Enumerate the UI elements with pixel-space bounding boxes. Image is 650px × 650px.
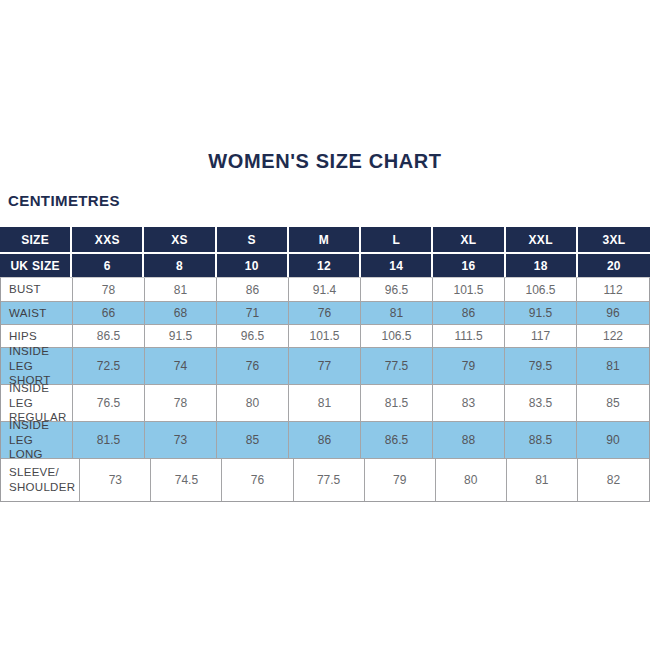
size-header-label: SIZE <box>0 227 72 252</box>
value-cell: 80 <box>436 459 507 501</box>
row-label: BUST <box>1 278 73 302</box>
value-cell: 86.5 <box>73 325 145 348</box>
size-header-cell: XXS <box>72 227 144 252</box>
value-cell: 80 <box>217 385 289 422</box>
value-cell: 86 <box>433 302 505 325</box>
value-cell: 111.5 <box>433 325 505 348</box>
uk-size-cell: 18 <box>506 254 578 277</box>
size-header-cell: XXL <box>506 227 578 252</box>
table-row-inside-leg-long: INSIDE LEG LONG 81.5 73 85 86 86.5 88 88… <box>1 422 649 459</box>
uk-size-cell: 8 <box>144 254 216 277</box>
value-cell: 86 <box>217 278 289 302</box>
value-cell: 101.5 <box>433 278 505 302</box>
uk-size-cell: 16 <box>433 254 505 277</box>
value-cell: 86 <box>289 422 361 459</box>
value-cell: 81 <box>145 278 217 302</box>
size-header-cell: S <box>217 227 289 252</box>
value-cell: 76 <box>289 302 361 325</box>
value-cell: 85 <box>577 385 649 422</box>
value-cell: 96.5 <box>217 325 289 348</box>
value-cell: 81.5 <box>361 385 433 422</box>
value-cell: 74 <box>145 348 217 385</box>
value-cell: 122 <box>577 325 649 348</box>
table-body: BUST 78 81 86 91.4 96.5 101.5 106.5 112 … <box>0 277 650 502</box>
row-label: INSIDE LEG REGULAR <box>1 385 73 422</box>
uk-size-row: UK SIZE 6 8 10 12 14 16 18 20 <box>0 254 650 277</box>
size-header-cell: L <box>361 227 433 252</box>
size-header-cell: 3XL <box>578 227 650 252</box>
value-cell: 66 <box>73 302 145 325</box>
row-label: SLEEVE/ SHOULDER <box>1 459 80 501</box>
value-cell: 76 <box>222 459 293 501</box>
value-cell: 78 <box>145 385 217 422</box>
uk-size-cell: 14 <box>361 254 433 277</box>
page-title: WOMEN'S SIZE CHART <box>0 150 650 173</box>
value-cell: 81 <box>577 348 649 385</box>
value-cell: 79 <box>433 348 505 385</box>
value-cell: 81 <box>289 385 361 422</box>
size-header-row: SIZE XXS XS S M L XL XXL 3XL <box>0 227 650 252</box>
uk-size-label: UK SIZE <box>0 254 72 277</box>
value-cell: 73 <box>145 422 217 459</box>
value-cell: 68 <box>145 302 217 325</box>
value-cell: 77 <box>289 348 361 385</box>
uk-size-cell: 6 <box>72 254 144 277</box>
value-cell: 73 <box>80 459 151 501</box>
value-cell: 101.5 <box>289 325 361 348</box>
value-cell: 85 <box>217 422 289 459</box>
row-label: INSIDE LEG LONG <box>1 422 73 459</box>
value-cell: 79.5 <box>505 348 577 385</box>
table-row-inside-leg-short: INSIDE LEG SHORT 72.5 74 76 77 77.5 79 7… <box>1 348 649 385</box>
value-cell: 106.5 <box>361 325 433 348</box>
value-cell: 90 <box>577 422 649 459</box>
value-cell: 78 <box>73 278 145 302</box>
uk-size-cell: 20 <box>578 254 650 277</box>
value-cell: 77.5 <box>361 348 433 385</box>
table-row-bust: BUST 78 81 86 91.4 96.5 101.5 106.5 112 <box>1 278 649 302</box>
uk-size-cell: 10 <box>217 254 289 277</box>
value-cell: 91.4 <box>289 278 361 302</box>
value-cell: 106.5 <box>505 278 577 302</box>
uk-size-cell: 12 <box>289 254 361 277</box>
value-cell: 82 <box>578 459 649 501</box>
value-cell: 91.5 <box>145 325 217 348</box>
size-chart-table: SIZE XXS XS S M L XL XXL 3XL UK SIZE 6 8… <box>0 227 650 502</box>
value-cell: 72.5 <box>73 348 145 385</box>
value-cell: 86.5 <box>361 422 433 459</box>
value-cell: 74.5 <box>151 459 222 501</box>
value-cell: 96.5 <box>361 278 433 302</box>
value-cell: 117 <box>505 325 577 348</box>
value-cell: 81 <box>507 459 578 501</box>
table-row-sleeve-shoulder: SLEEVE/ SHOULDER 73 74.5 76 77.5 79 80 8… <box>1 459 649 501</box>
units-label: CENTIMETRES <box>8 192 650 209</box>
value-cell: 76.5 <box>73 385 145 422</box>
value-cell: 77.5 <box>294 459 365 501</box>
value-cell: 88.5 <box>505 422 577 459</box>
table-row-waist: WAIST 66 68 71 76 81 86 91.5 96 <box>1 302 649 325</box>
table-row-hips: HIPS 86.5 91.5 96.5 101.5 106.5 111.5 11… <box>1 325 649 348</box>
value-cell: 91.5 <box>505 302 577 325</box>
size-header-cell: XS <box>144 227 216 252</box>
value-cell: 83.5 <box>505 385 577 422</box>
value-cell: 88 <box>433 422 505 459</box>
value-cell: 96 <box>577 302 649 325</box>
value-cell: 71 <box>217 302 289 325</box>
value-cell: 79 <box>365 459 436 501</box>
row-label: INSIDE LEG SHORT <box>1 348 73 385</box>
value-cell: 112 <box>577 278 649 302</box>
value-cell: 83 <box>433 385 505 422</box>
size-header-cell: M <box>289 227 361 252</box>
value-cell: 76 <box>217 348 289 385</box>
table-row-inside-leg-regular: INSIDE LEG REGULAR 76.5 78 80 81 81.5 83… <box>1 385 649 422</box>
value-cell: 81.5 <box>73 422 145 459</box>
value-cell: 81 <box>361 302 433 325</box>
row-label: WAIST <box>1 302 73 325</box>
size-header-cell: XL <box>433 227 505 252</box>
